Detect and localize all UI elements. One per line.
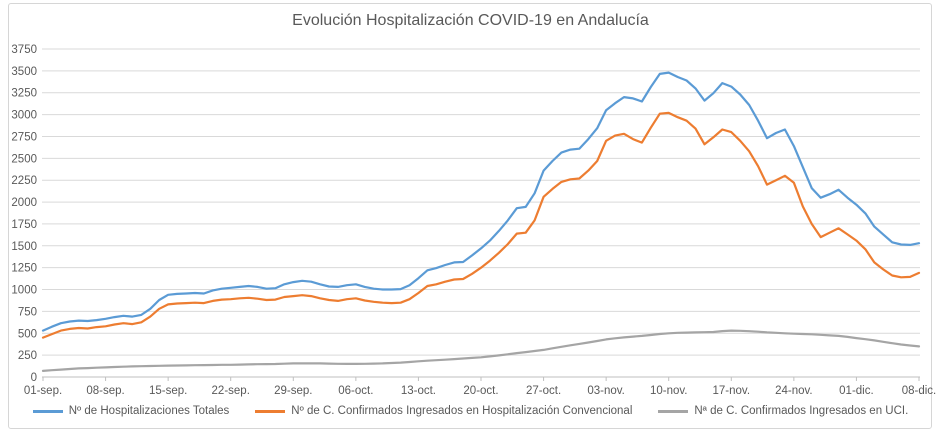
y-tick-label: 1500	[11, 241, 37, 253]
y-tick-label: 2750	[11, 131, 37, 143]
legend-label-convencional: Nº de C. Confirmados Ingresados en Hospi…	[291, 405, 633, 417]
chart-title: Evolución Hospitalización COVID-19 en An…	[292, 12, 649, 29]
x-tick-label: 17-nov.	[713, 385, 751, 397]
y-tick-label: 1000	[11, 285, 37, 297]
series-line-2	[41, 329, 921, 372]
line-swatch-uci	[658, 409, 689, 413]
series-line-1	[41, 111, 921, 339]
y-tick-label: 0	[31, 372, 37, 384]
x-tick-label: 01-dic.	[839, 385, 874, 397]
x-tick-label: 20-oct.	[463, 385, 498, 397]
y-tick-label: 750	[18, 306, 37, 318]
line-swatch-convencional	[255, 409, 286, 413]
x-tick-label: 27-oct.	[526, 385, 561, 397]
y-tick-label: 1750	[11, 219, 37, 231]
y-tick-label: 250	[18, 350, 37, 362]
legend-item-uci: Nª de C. Confirmados Ingresados en UCI.	[658, 405, 908, 417]
y-tick-label: 3500	[11, 66, 37, 78]
x-tick-label: 08-dic.	[902, 385, 937, 397]
legend: Nº de Hospitalizaciones Totales Nº de C.…	[0, 405, 941, 417]
x-tick-label: 03-nov.	[587, 385, 625, 397]
legend-label-totales: Nº de Hospitalizaciones Totales	[68, 405, 230, 417]
y-tick-label: 2250	[11, 175, 37, 187]
legend-label-uci: Nª de C. Confirmados Ingresados en UCI.	[694, 405, 909, 417]
x-tick-label: 13-oct.	[401, 385, 436, 397]
x-tick-label: 08-sep.	[86, 385, 124, 397]
legend-item-convencional: Nº de C. Confirmados Ingresados en Hospi…	[255, 405, 632, 417]
x-tick-label: 24-nov.	[775, 385, 813, 397]
y-tick-label: 2000	[11, 197, 37, 209]
x-tick-label: 06-oct.	[338, 385, 373, 397]
y-tick-label: 3000	[11, 110, 37, 122]
x-tick-label: 01-sep.	[24, 385, 62, 397]
y-tick-label: 1250	[11, 263, 37, 275]
series-line-0	[41, 71, 921, 332]
x-tick-label: 10-nov.	[650, 385, 688, 397]
y-tick-label: 3750	[11, 44, 37, 56]
y-tick-label: 500	[18, 328, 37, 340]
line-swatch-totales	[32, 409, 63, 413]
y-tick-label: 2500	[11, 153, 37, 165]
y-tick-label: 3250	[11, 88, 37, 100]
x-tick-label: 15-sep.	[149, 385, 187, 397]
x-tick-label: 22-sep.	[212, 385, 250, 397]
x-tick-label: 29-sep.	[274, 385, 312, 397]
legend-item-totales: Nº de Hospitalizaciones Totales	[32, 405, 230, 417]
